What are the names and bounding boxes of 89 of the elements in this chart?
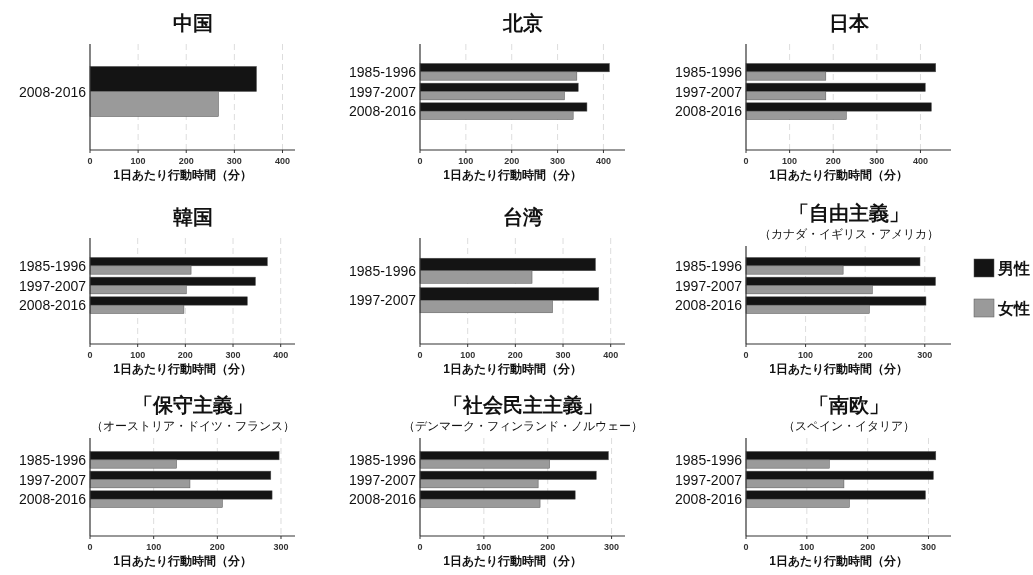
y-tick-label: 1997-2007 bbox=[675, 277, 743, 294]
x-tick-label: 400 bbox=[912, 156, 928, 166]
x-axis-title: 1日あたり行動時間（分） bbox=[443, 554, 582, 568]
y-tick-label: 1997-2007 bbox=[19, 471, 87, 488]
x-tick-label: 300 bbox=[917, 350, 933, 360]
x-tick-label: 300 bbox=[920, 542, 937, 552]
y-tick-label: 1997-2007 bbox=[675, 471, 743, 488]
x-tick-label: 200 bbox=[507, 350, 523, 360]
x-tick-label: 0 bbox=[87, 542, 93, 552]
x-axis-title: 1日あたり行動時間（分） bbox=[113, 554, 252, 568]
x-tick-label: 0 bbox=[417, 350, 423, 360]
x-tick-label: 100 bbox=[458, 156, 474, 166]
x-axis-title: 1日あたり行動時間（分） bbox=[443, 168, 582, 182]
y-tick-label: 2008-2016 bbox=[19, 297, 87, 314]
x-tick-label: 100 bbox=[782, 156, 798, 166]
chart-title: 日本 bbox=[828, 12, 870, 34]
y-tick-label: 1985-1996 bbox=[349, 63, 417, 80]
x-tick-label: 0 bbox=[417, 542, 423, 552]
legend-label: 男性 bbox=[997, 260, 1030, 277]
chart-title: 「南欧」 bbox=[808, 394, 889, 416]
chart-subtitle: （オーストリア・ドイツ・フランス） bbox=[90, 419, 295, 433]
x-axis-title: 1日あたり行動時間（分） bbox=[769, 554, 908, 568]
chart-title: 「社会民主主義」 bbox=[442, 394, 603, 416]
x-tick-label: 0 bbox=[87, 350, 93, 360]
chart-title: 「自由主義」 bbox=[788, 202, 909, 224]
y-tick-label: 2008-2016 bbox=[19, 491, 87, 508]
x-tick-label: 400 bbox=[273, 350, 289, 360]
x-axis-title: 1日あたり行動時間（分） bbox=[443, 362, 582, 376]
x-tick-label: 200 bbox=[209, 542, 225, 552]
x-tick-label: 0 bbox=[87, 156, 93, 166]
x-tick-label: 100 bbox=[146, 542, 162, 552]
chart-subtitle: （カナダ・イギリス・アメリカ） bbox=[758, 227, 939, 241]
x-tick-label: 200 bbox=[860, 542, 876, 552]
chart-title: 台湾 bbox=[502, 206, 543, 228]
x-tick-label: 200 bbox=[504, 156, 520, 166]
y-tick-label: 1997-2007 bbox=[675, 83, 743, 100]
y-tick-label: 2008-2016 bbox=[349, 103, 417, 120]
y-tick-label: 2008-2016 bbox=[675, 103, 743, 120]
y-tick-label: 2008-2016 bbox=[349, 491, 417, 508]
x-tick-label: 200 bbox=[540, 542, 556, 552]
x-tick-label: 200 bbox=[178, 156, 194, 166]
y-tick-label: 1985-1996 bbox=[19, 451, 87, 468]
x-tick-label: 300 bbox=[273, 542, 289, 552]
y-tick-label: 1997-2007 bbox=[349, 471, 417, 488]
chart-subtitle: （スペイン・イタリア） bbox=[782, 419, 915, 433]
x-tick-label: 100 bbox=[476, 542, 492, 552]
x-tick-label: 0 bbox=[743, 350, 749, 360]
legend-label: 女性 bbox=[997, 300, 1030, 317]
chart-title: 北京 bbox=[501, 12, 543, 34]
x-axis-title: 1日あたり行動時間（分） bbox=[769, 168, 908, 182]
y-tick-label: 1997-2007 bbox=[349, 292, 417, 309]
y-tick-label: 1997-2007 bbox=[19, 277, 87, 294]
x-tick-label: 200 bbox=[857, 350, 873, 360]
x-tick-label: 300 bbox=[869, 156, 885, 166]
y-tick-label: 1985-1996 bbox=[675, 451, 743, 468]
x-tick-label: 100 bbox=[460, 350, 476, 360]
x-tick-label: 0 bbox=[743, 542, 749, 552]
x-axis-title: 1日あたり行動時間（分） bbox=[769, 362, 908, 376]
x-tick-label: 100 bbox=[130, 156, 146, 166]
x-tick-label: 100 bbox=[130, 350, 146, 360]
y-tick-label: 2008-2016 bbox=[675, 491, 743, 508]
x-tick-label: 100 bbox=[798, 350, 814, 360]
x-tick-label: 400 bbox=[274, 156, 290, 166]
chart-subtitle: （デンマーク・フィンランド・ノルウェー） bbox=[402, 419, 643, 433]
x-tick-label: 0 bbox=[417, 156, 423, 166]
x-tick-label: 400 bbox=[595, 156, 611, 166]
x-tick-label: 100 bbox=[799, 542, 815, 552]
x-axis-title: 1日あたり行動時間（分） bbox=[113, 362, 252, 376]
y-tick-label: 1985-1996 bbox=[349, 262, 417, 279]
x-tick-label: 0 bbox=[743, 156, 749, 166]
chart-title: 中国 bbox=[172, 12, 213, 34]
x-tick-label: 300 bbox=[226, 156, 242, 166]
y-tick-label: 1997-2007 bbox=[349, 83, 417, 100]
x-tick-label: 200 bbox=[177, 350, 193, 360]
y-tick-label: 1985-1996 bbox=[675, 257, 743, 274]
y-tick-label: 2008-2016 bbox=[19, 83, 87, 100]
x-axis-title: 1日あたり行動時間（分） bbox=[113, 168, 252, 182]
x-tick-label: 300 bbox=[555, 350, 571, 360]
x-tick-label: 300 bbox=[225, 350, 241, 360]
x-tick-label: 400 bbox=[603, 350, 619, 360]
chart-title: 「保守主義」 bbox=[132, 394, 253, 416]
x-tick-label: 300 bbox=[550, 156, 566, 166]
y-tick-label: 2008-2016 bbox=[675, 297, 743, 314]
y-tick-label: 1985-1996 bbox=[675, 63, 743, 80]
y-tick-label: 1985-1996 bbox=[19, 257, 87, 274]
x-tick-label: 200 bbox=[825, 156, 841, 166]
x-tick-label: 300 bbox=[604, 542, 620, 552]
y-tick-label: 1985-1996 bbox=[349, 451, 417, 468]
chart-title: 韓国 bbox=[172, 206, 213, 228]
